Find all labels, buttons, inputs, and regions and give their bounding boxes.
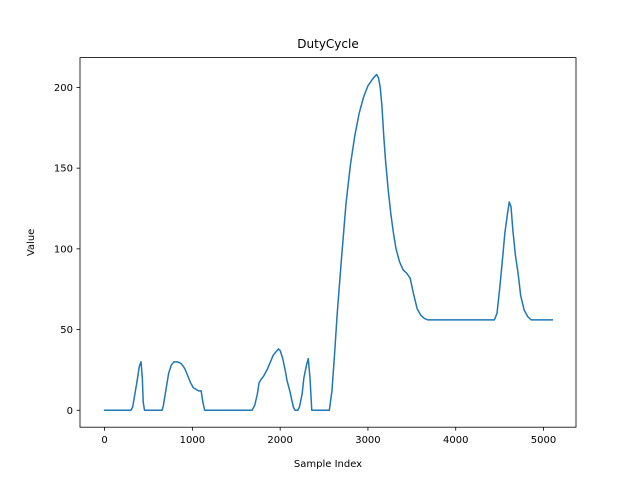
y-axis-label: Value	[26, 229, 37, 256]
y-tick-label: 100	[54, 244, 73, 255]
y-axis: 0 50 100 150 200	[54, 83, 80, 417]
y-tick-label: 150	[54, 164, 73, 175]
x-tick-label: 1000	[180, 435, 205, 446]
x-tick-label: 0	[101, 435, 107, 446]
x-tick-label: 3000	[355, 435, 380, 446]
x-tick-label: 4000	[443, 435, 468, 446]
series-line-dutycycle	[103, 73, 554, 411]
plot-frame	[79, 57, 577, 428]
x-axis-label: Sample Index	[294, 459, 362, 470]
y-tick-label: 0	[67, 406, 73, 417]
y-tick-label: 200	[54, 83, 73, 94]
x-tick-label: 5000	[531, 435, 556, 446]
plot-area	[80, 57, 576, 428]
series-layer	[103, 73, 554, 411]
x-tick-label: 2000	[267, 435, 292, 446]
y-tick-label: 50	[60, 325, 73, 336]
x-axis: 0 1000 2000 3000 4000 5000	[101, 427, 556, 446]
chart-title: DutyCycle	[297, 37, 358, 51]
